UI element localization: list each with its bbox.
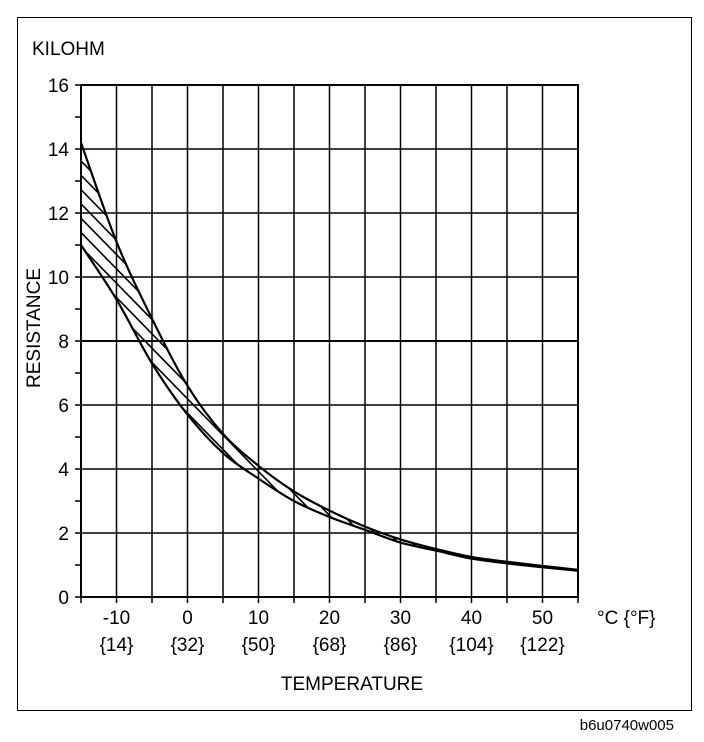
hatch-line (669, 75, 704, 607)
hatch-line (556, 142, 578, 571)
x-tick-label-fahrenheit: {122} (520, 635, 564, 656)
figure-frame (17, 17, 692, 711)
tick-labels: 0 2 4 6 8 10 12 14 16 -10 {14} 0 {32} 10 {50} 20 {68} 30 {… (48, 76, 565, 656)
hatch-line (683, 75, 704, 607)
hatch-line (641, 75, 704, 607)
x-tick-label-celsius: -10 (103, 608, 130, 629)
x-tick-label-fahrenheit: {32} (171, 635, 205, 656)
hatch-line (697, 75, 704, 607)
y-tick-label: 12 (48, 204, 69, 225)
x-tick-label-fahrenheit: {14} (100, 635, 134, 656)
axes (75, 84, 579, 603)
x-tick-label-celsius: 0 (182, 608, 193, 629)
x-tick-label-celsius: 30 (390, 608, 411, 629)
unit-label: KILOHM (32, 39, 105, 60)
figure-code: b6u0740w005 (579, 717, 674, 734)
hatch-line (585, 75, 704, 607)
y-tick-label: 10 (48, 268, 69, 289)
hatch-line (570, 142, 578, 571)
x-tick-label-fahrenheit: {86} (384, 635, 418, 656)
lower-limit-curve (80, 244, 579, 572)
y-tick-label: 0 (58, 588, 69, 609)
y-tick-label: 2 (58, 524, 69, 545)
x-tick-label-fahrenheit: {68} (313, 635, 347, 656)
upper-limit-curve (79, 142, 579, 571)
hatch-line (599, 75, 704, 607)
hatch-line (613, 75, 704, 607)
x-tick-label-celsius: 50 (532, 608, 553, 629)
x-tick-label-fahrenheit: {104} (449, 635, 493, 656)
hatch-line (655, 75, 704, 607)
y-tick-label: 6 (58, 396, 69, 417)
y-axis-label: RESISTANCE (24, 268, 45, 388)
x-tick-label-celsius: 10 (248, 608, 269, 629)
x-unit-label: °C {°F} (597, 608, 656, 629)
x-tick-label-celsius: 20 (319, 608, 340, 629)
hatch-line (627, 75, 704, 607)
x-axis-label: TEMPERATURE (281, 674, 423, 695)
x-tick-label-celsius: 40 (461, 608, 482, 629)
y-tick-label: 8 (58, 332, 69, 353)
y-tick-label: 16 (48, 76, 69, 97)
grid (80, 84, 579, 598)
y-tick-label: 4 (58, 460, 69, 481)
x-tick-label-fahrenheit: {50} (242, 635, 276, 656)
y-tick-label: 14 (48, 140, 70, 161)
